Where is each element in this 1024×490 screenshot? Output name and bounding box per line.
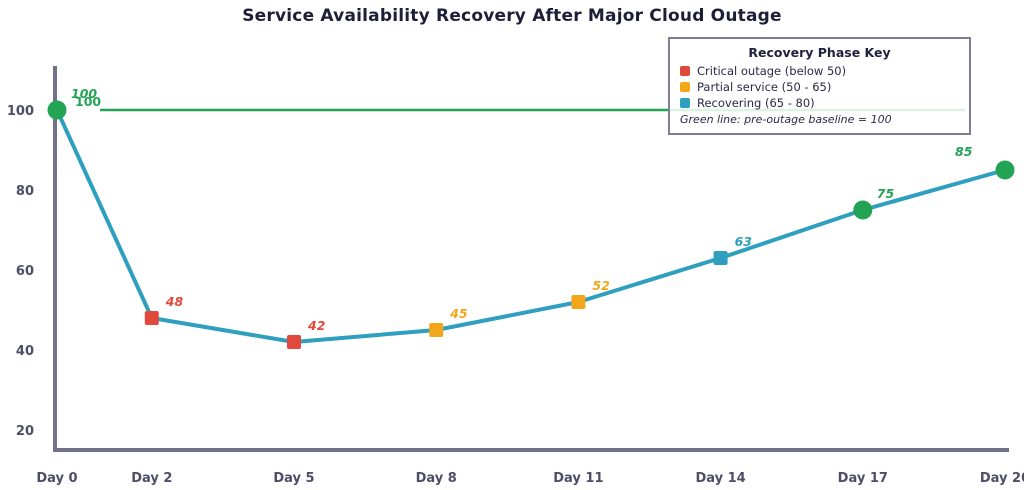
series-line — [55, 108, 1007, 344]
data-point-marker — [287, 335, 301, 349]
legend-items: Critical outage (below 50) Partial servic… — [680, 64, 959, 110]
x-tick-label: Day 11 — [553, 471, 603, 486]
data-point-label: 45 — [449, 306, 468, 321]
data-point-label: 63 — [735, 234, 752, 249]
data-point-marker — [144, 311, 159, 325]
series-line — [55, 108, 1007, 344]
chart-title: Service Availability Recovery After Majo… — [242, 6, 782, 26]
y-tick-label: 20 — [16, 424, 34, 439]
legend-item: Critical outage (below 50) — [680, 64, 959, 78]
x-tick-label: Day 0 — [36, 471, 77, 486]
data-point-marker — [713, 251, 728, 265]
data-point-label: 75 — [877, 186, 895, 201]
data-point-label: 52 — [592, 278, 609, 293]
legend-footnote: Green line: pre-outage baseline = 100 — [680, 113, 892, 126]
axes: 20 40 60 80 100 Day 0 Day 2 Day 5 Day 8 Day 11 Day… — [7, 66, 1024, 486]
legend-item-label: Recovering (65 - 80) — [697, 96, 815, 110]
y-tick-label: 80 — [16, 184, 34, 199]
legend-marker — [680, 82, 690, 92]
x-tick-label: Day 2 — [131, 471, 172, 486]
legend-item-label: Critical outage (below 50) — [697, 64, 847, 78]
data-point-marker — [47, 100, 67, 120]
legend-item-label: Partial service (50 - 65) — [697, 80, 832, 94]
legend-item: Recovering (65 - 80) — [680, 96, 959, 110]
legend-marker — [680, 66, 690, 76]
y-tick-label: 60 — [16, 264, 34, 279]
data-point-marker — [853, 200, 873, 220]
legend-title: Recovery Phase Key — [748, 45, 891, 60]
baseline-label: 100 — [75, 94, 101, 109]
data-point-label: 42 — [307, 318, 325, 333]
legend-box: Recovery Phase Key Critical outage (belo… — [668, 37, 971, 135]
data-point-marker — [995, 160, 1015, 180]
y-tick-label: 100 — [7, 104, 34, 119]
x-tick-label: Day 17 — [838, 471, 888, 486]
data-point-label: 85 — [955, 144, 973, 159]
legend-marker — [680, 98, 690, 108]
legend-item: Partial service (50 - 65) — [680, 80, 959, 94]
data-point-marker — [429, 323, 444, 337]
data-point-labels: 100 48 42 45 52 63 75 85 — [71, 86, 973, 333]
x-tick-label: Day 5 — [273, 471, 314, 486]
x-tick-label: Day 8 — [416, 471, 457, 486]
data-point-marker — [571, 295, 586, 309]
x-tick-label: Day 20 — [980, 471, 1024, 486]
data-point-markers — [47, 100, 1015, 349]
data-point-label: 48 — [165, 294, 184, 309]
x-tick-label: Day 14 — [695, 471, 745, 486]
y-tick-label: 40 — [16, 344, 34, 359]
data-point-label: 100 — [71, 86, 97, 101]
